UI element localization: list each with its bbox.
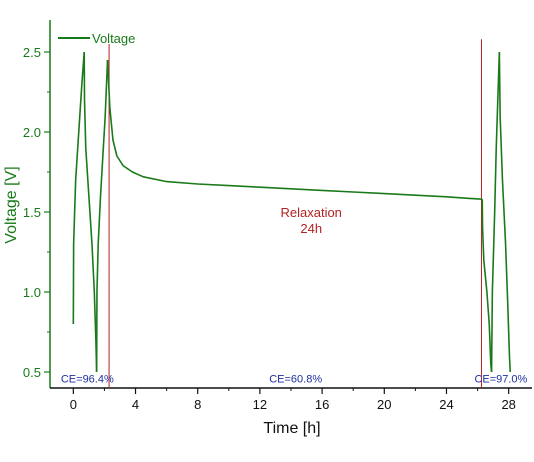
- x-tick-label: 4: [132, 397, 139, 412]
- legend-label: Voltage: [92, 31, 135, 46]
- y-tick-label: 1.5: [23, 205, 41, 220]
- series-layer: [72, 51, 512, 373]
- legend: Voltage: [58, 31, 135, 46]
- y-tick-label: 2.5: [23, 45, 41, 60]
- y-tick-label: 0.5: [23, 365, 41, 380]
- coulombic-efficiency-label: CE=97.0%: [474, 373, 527, 385]
- x-tick-label: 24: [439, 397, 453, 412]
- voltage-series-segment: [72, 51, 86, 325]
- axis-ticks: [44, 51, 510, 394]
- y-tick-label: 1.0: [23, 285, 41, 300]
- voltage-series-segment: [490, 51, 501, 373]
- voltage-series-segment: [106, 59, 483, 200]
- relaxation-label: 24h: [300, 221, 322, 236]
- x-tick-label: 12: [253, 397, 267, 412]
- voltage-series-segment: [498, 51, 512, 373]
- voltage-series-segment: [481, 199, 493, 373]
- x-axis-title: Time [h]: [263, 420, 320, 437]
- x-tick-label: 20: [377, 397, 391, 412]
- x-tick-label: 16: [315, 397, 329, 412]
- voltage-series-segment: [83, 51, 98, 373]
- x-tick-label: 28: [501, 397, 515, 412]
- relaxation-label: Relaxation: [280, 205, 341, 220]
- x-tick-labels: 0 4 8 12 16 20 24 28: [70, 397, 516, 412]
- x-tick-label: 0: [70, 397, 77, 412]
- y-tick-label: 2.0: [23, 125, 41, 140]
- coulombic-efficiency-label: CE=96.4%: [61, 373, 114, 385]
- voltage-series-segment: [95, 59, 109, 373]
- y-tick-labels: 0.5 1.0 1.5 2.0 2.5: [23, 45, 41, 380]
- coulombic-efficiency-label: CE=60.8%: [269, 373, 322, 385]
- x-tick-label: 8: [194, 397, 201, 412]
- y-axis-title: Voltage [V]: [3, 166, 20, 243]
